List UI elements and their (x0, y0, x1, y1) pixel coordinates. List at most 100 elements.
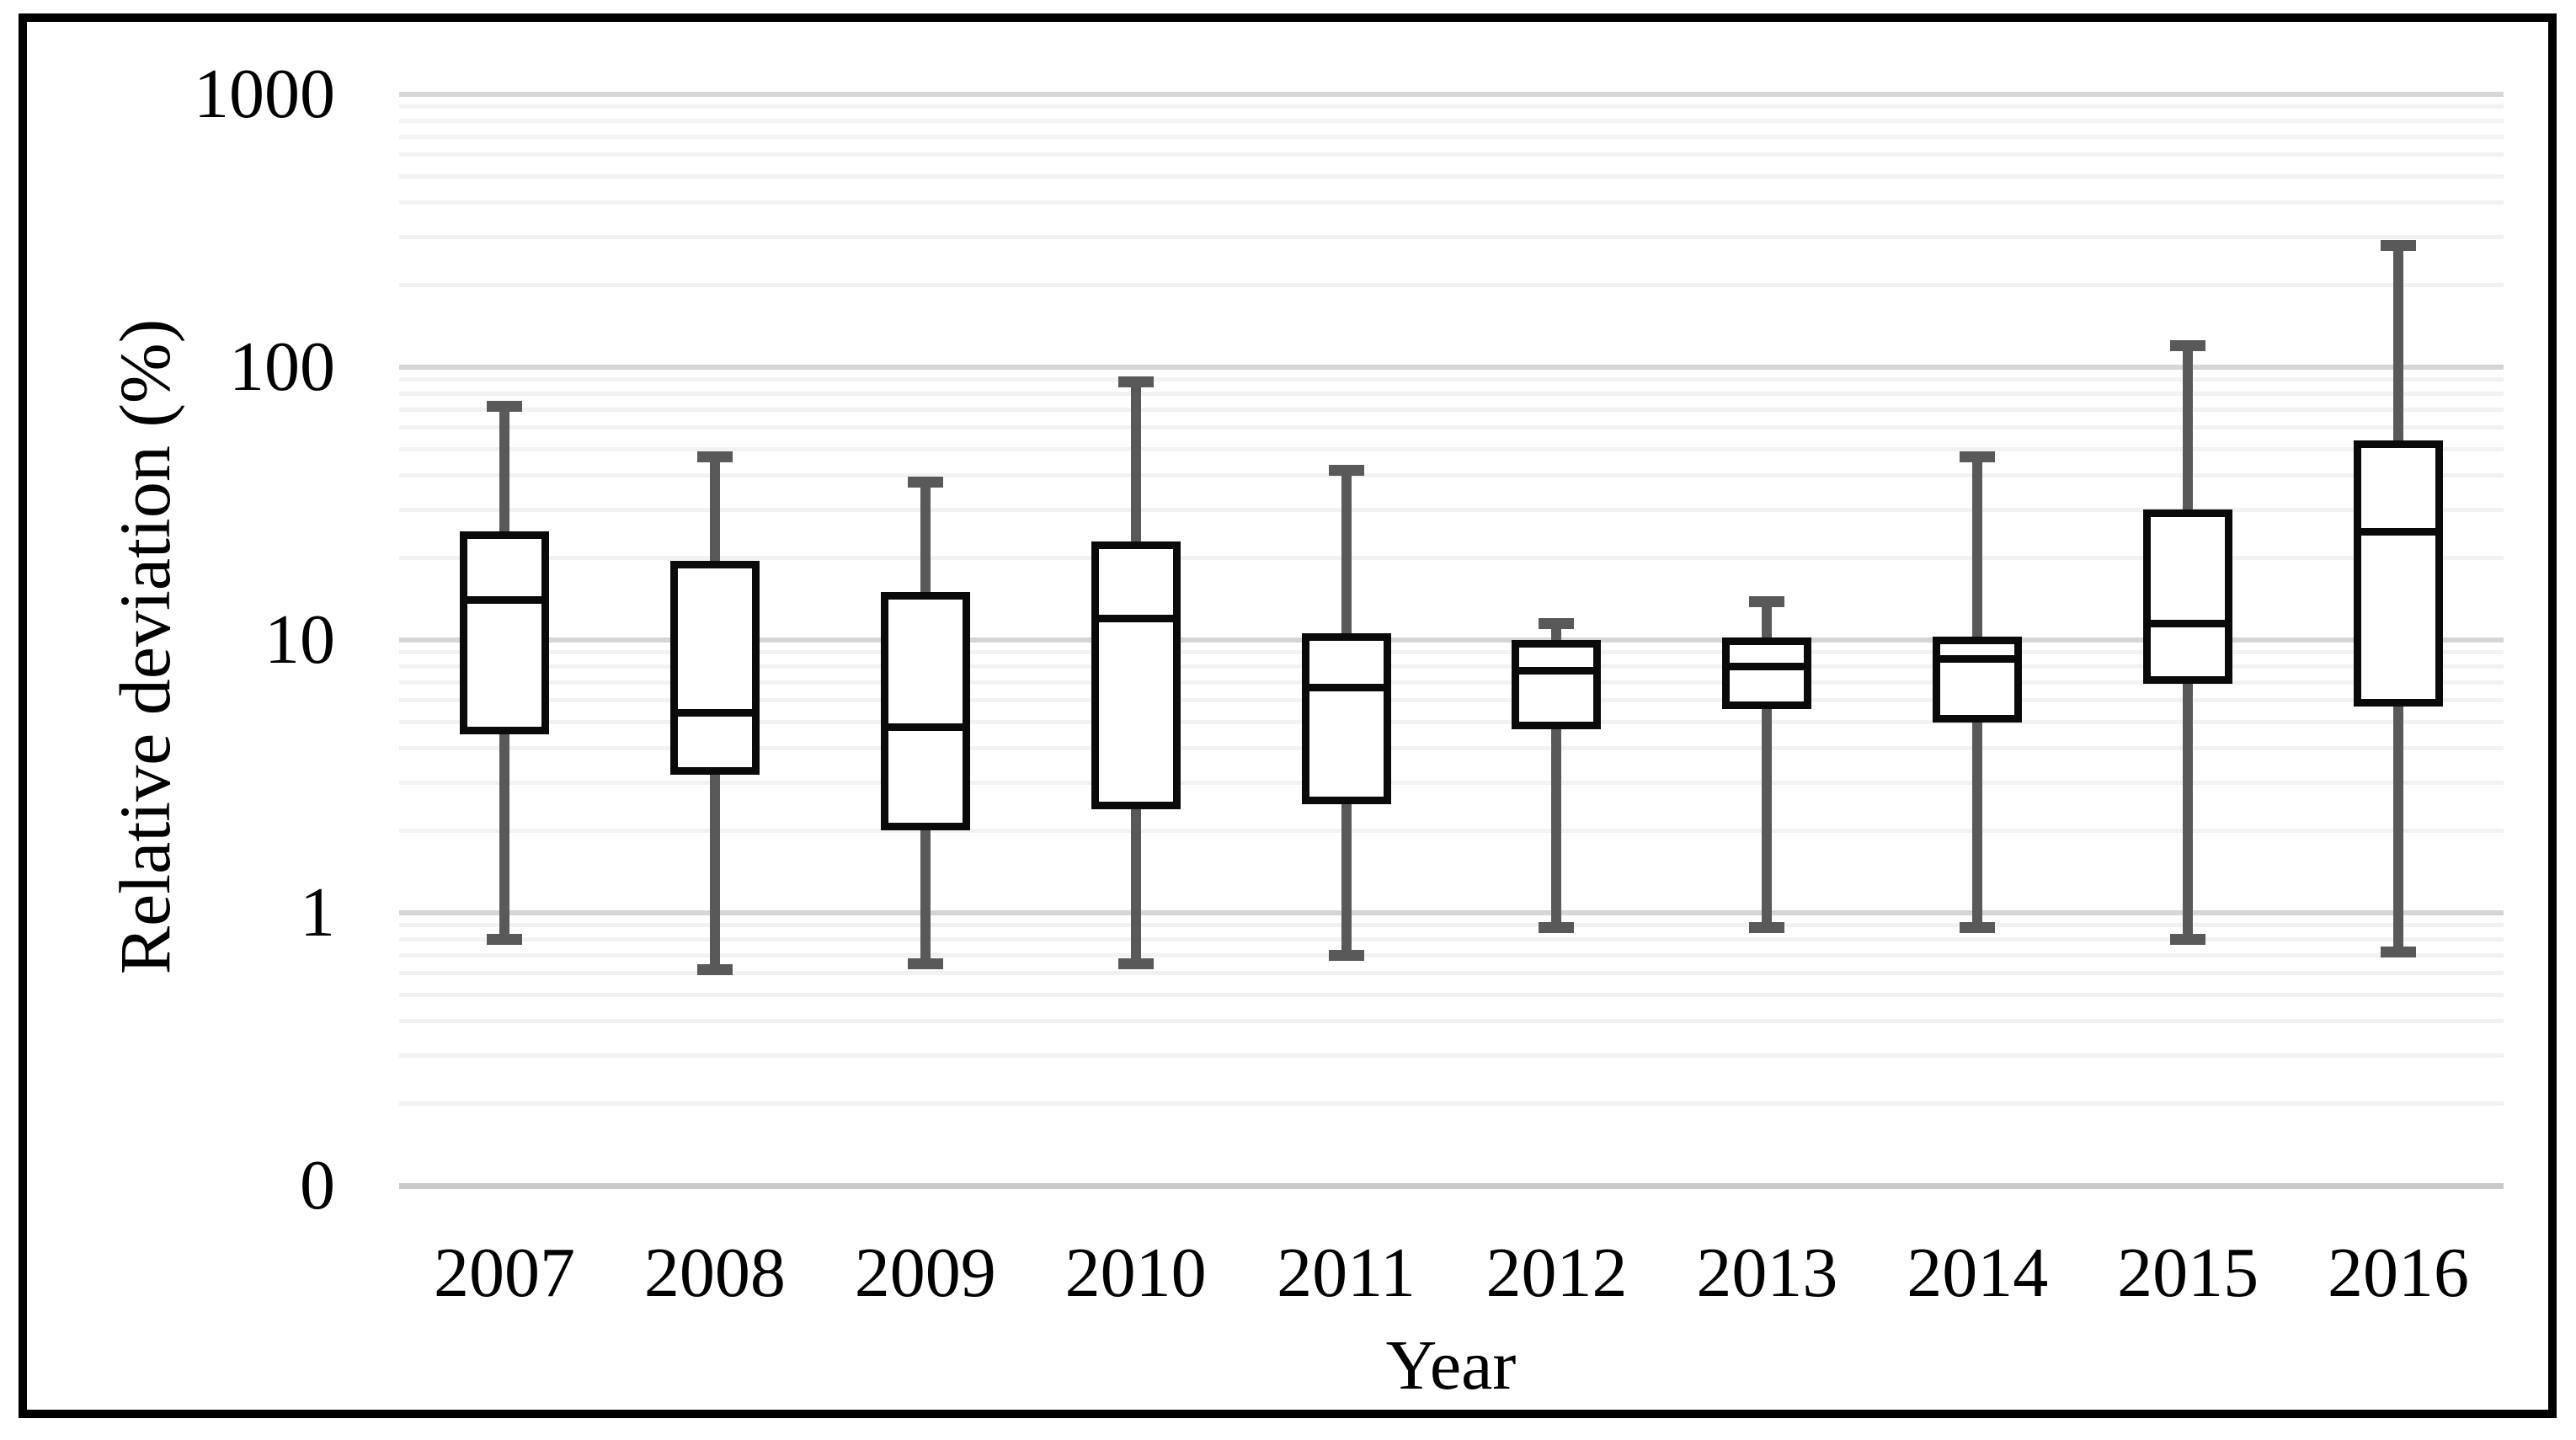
lower-whisker-line (1972, 722, 1983, 928)
upper-whisker-cap (2170, 339, 2206, 351)
median-line (2354, 527, 2444, 536)
y-tick-label: 1000 (194, 55, 335, 133)
x-tick-label: 2014 (1907, 1234, 2049, 1312)
lower-whisker-cap (2170, 933, 2206, 945)
lower-whisker-cap (1328, 949, 1364, 961)
gridline-minor (399, 447, 2504, 452)
gridline-minor (399, 234, 2504, 239)
upper-whisker-cap (1328, 464, 1364, 476)
gridline-minor (399, 971, 2504, 976)
gridline-minor (399, 680, 2504, 685)
gridline-minor (399, 720, 2504, 725)
box (1512, 640, 1602, 730)
gridline-minor (399, 391, 2504, 396)
gridline-minor (399, 698, 2504, 703)
gridline-minor (399, 507, 2504, 512)
x-tick-label: 2015 (2117, 1234, 2259, 1312)
lower-whisker-line (1130, 808, 1141, 964)
median-line (459, 596, 549, 605)
lower-whisker-cap (696, 963, 733, 975)
median-line (1512, 667, 1602, 675)
box (1091, 541, 1181, 809)
lower-whisker-cap (907, 958, 943, 970)
upper-whisker-line (920, 482, 931, 592)
x-tick-label: 2016 (2328, 1234, 2470, 1312)
gridline-major (399, 92, 2504, 97)
gridline-minor (399, 473, 2504, 478)
lower-whisker-line (1341, 804, 1352, 956)
plot-area (399, 92, 2504, 1189)
box (459, 531, 549, 735)
gridline-major (399, 365, 2504, 370)
y-tick-label: 0 (300, 1146, 335, 1224)
gridline-minor (399, 174, 2504, 179)
lower-whisker-cap (486, 933, 522, 945)
lower-whisker-cap (1117, 958, 1154, 970)
gridline-minor (399, 377, 2504, 382)
box (1933, 636, 2023, 723)
gridline-major (399, 910, 2504, 915)
upper-whisker-line (1762, 601, 1773, 638)
x-tick-label: 2009 (854, 1234, 996, 1312)
figure-border-frame (19, 13, 2557, 1418)
lower-whisker-line (2393, 707, 2404, 952)
gridline-minor (399, 152, 2504, 157)
lower-whisker-cap (1960, 922, 1996, 934)
box (669, 561, 760, 776)
gridline-minor (399, 1019, 2504, 1024)
x-tick-label: 2012 (1485, 1234, 1628, 1312)
gridline-minor (399, 555, 2504, 560)
lower-whisker-cap (1749, 922, 1785, 934)
upper-whisker-cap (1539, 617, 1575, 629)
gridline-minor (399, 282, 2504, 287)
gridline-minor (399, 104, 2504, 109)
upper-whisker-line (2183, 345, 2194, 510)
gridline-minor (399, 993, 2504, 998)
median-line (880, 723, 970, 731)
gridline-minor (399, 650, 2504, 655)
gridline-minor (399, 952, 2504, 957)
lower-whisker-line (709, 775, 720, 970)
median-line (1301, 683, 1391, 691)
upper-whisker-cap (486, 400, 522, 412)
median-line (2143, 619, 2233, 627)
upper-whisker-line (1972, 456, 1983, 637)
upper-whisker-line (499, 406, 509, 532)
median-line (669, 709, 760, 717)
upper-whisker-line (2393, 245, 2404, 440)
lower-whisker-line (499, 734, 509, 940)
upper-whisker-cap (1117, 376, 1154, 388)
x-tick-label: 2008 (643, 1234, 786, 1312)
median-line (1933, 655, 2023, 664)
y-tick-label: 1 (300, 873, 335, 952)
gridline-minor (399, 425, 2504, 430)
upper-whisker-cap (1960, 451, 1996, 462)
gridline-minor (399, 664, 2504, 669)
x-axis-title: Year (1385, 1326, 1517, 1405)
gridline-minor (399, 780, 2504, 785)
gridline-minor (399, 200, 2504, 205)
gridline-minor (399, 134, 2504, 139)
x-tick-label: 2013 (1696, 1234, 1838, 1312)
y-tick-label: 100 (229, 328, 335, 406)
x-tick-label: 2007 (433, 1234, 575, 1312)
median-line (1091, 614, 1181, 622)
upper-whisker-cap (696, 451, 733, 462)
gridline-minor (399, 936, 2504, 941)
upper-whisker-cap (2381, 239, 2417, 251)
upper-whisker-cap (907, 476, 943, 488)
x-tick-label: 2011 (1277, 1234, 1416, 1312)
box (1722, 637, 1812, 709)
gridline-minor (399, 1101, 2504, 1106)
box (880, 591, 970, 831)
upper-whisker-cap (1749, 596, 1785, 608)
lower-whisker-line (920, 830, 931, 964)
gridline-minor (399, 746, 2504, 751)
lower-whisker-line (2183, 684, 2194, 940)
y-tick-label: 10 (264, 600, 335, 679)
gridline-minor (399, 407, 2504, 412)
lower-whisker-line (1551, 729, 1562, 928)
x-tick-label: 2010 (1064, 1234, 1207, 1312)
lower-whisker-line (1762, 708, 1773, 928)
